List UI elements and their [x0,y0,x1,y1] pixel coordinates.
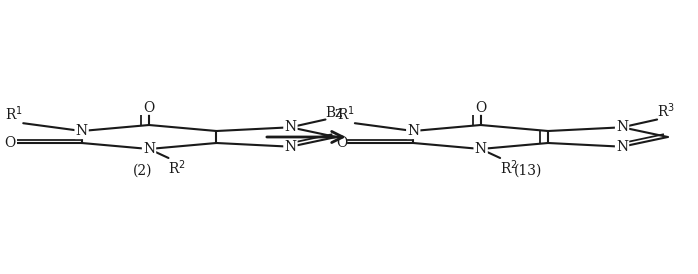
Text: R$^3$: R$^3$ [657,101,675,119]
Text: N: N [284,120,297,134]
Text: O: O [475,101,487,115]
Text: N: N [616,120,628,134]
Text: (13): (13) [514,164,542,178]
Text: O: O [4,136,15,150]
Text: N: N [407,124,419,138]
Text: R$^1$: R$^1$ [6,105,23,123]
Text: N: N [75,124,88,138]
Text: N: N [284,140,297,154]
Text: N: N [143,142,155,156]
Text: N: N [616,140,628,154]
Text: (2): (2) [133,164,152,178]
Text: O: O [143,101,155,115]
Text: R$^1$: R$^1$ [337,105,355,123]
Text: R$^2$: R$^2$ [168,158,186,176]
Text: O: O [336,136,347,150]
Text: N: N [475,142,487,156]
Text: R$^2$: R$^2$ [500,158,518,176]
Text: Bz: Bz [325,105,343,119]
